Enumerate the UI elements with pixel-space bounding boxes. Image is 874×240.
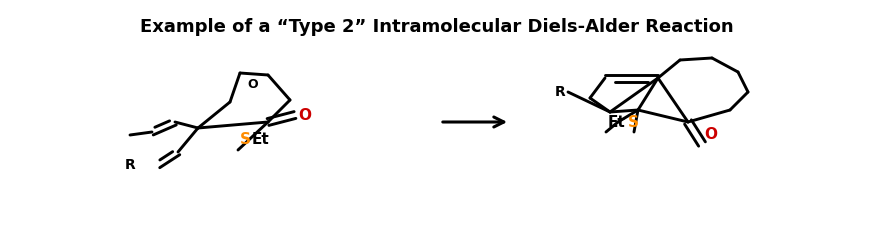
Text: O: O <box>247 78 259 91</box>
Text: S: S <box>628 115 639 130</box>
Text: R: R <box>555 85 566 99</box>
Text: Et: Et <box>252 132 270 147</box>
Text: R: R <box>125 158 136 172</box>
Text: O: O <box>298 108 311 122</box>
Text: Et: Et <box>608 115 626 130</box>
Text: S: S <box>240 132 251 147</box>
Text: Example of a “Type 2” Intramolecular Diels-Alder Reaction: Example of a “Type 2” Intramolecular Die… <box>140 18 734 36</box>
Text: O: O <box>704 127 717 142</box>
